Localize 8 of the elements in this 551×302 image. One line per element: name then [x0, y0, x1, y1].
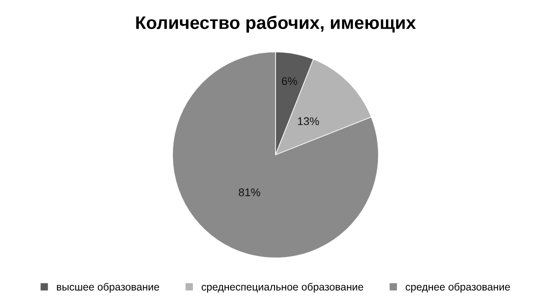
legend-label: высшее образование [56, 282, 160, 293]
data-label: 13% [298, 117, 319, 126]
pie-slice [172, 52, 379, 258]
legend-label: среднее образование [406, 282, 510, 293]
chart-title: Количество рабочих, имеющих [136, 16, 416, 33]
data-label: 6% [282, 77, 298, 86]
legend-label: среднеспециальное образование [202, 282, 364, 293]
data-label: 81% [238, 188, 260, 196]
